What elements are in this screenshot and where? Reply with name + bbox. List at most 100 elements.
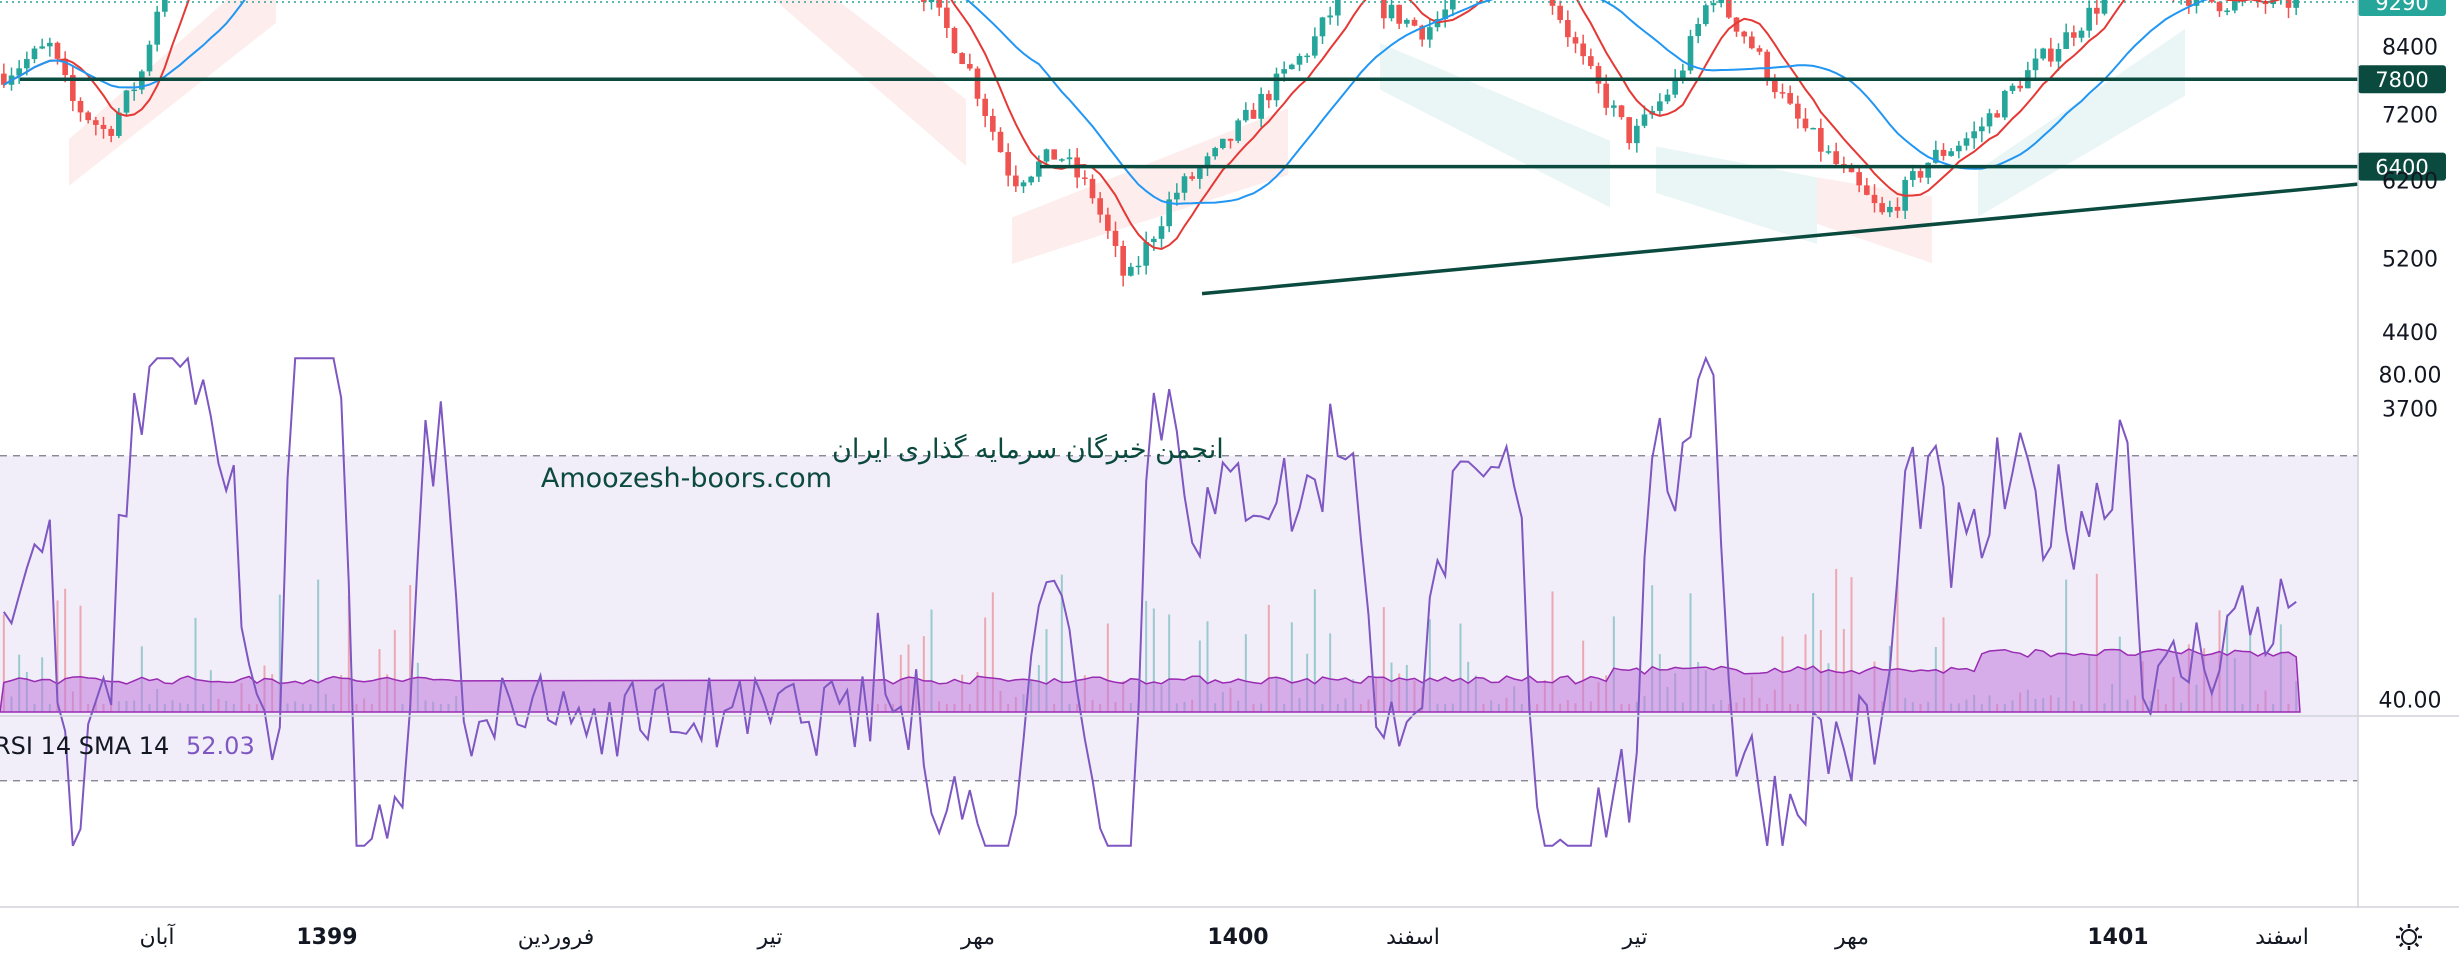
candle-down: [1013, 175, 1019, 187]
candle-up: [1335, 0, 1341, 16]
candle-down: [1580, 43, 1586, 57]
candle-down: [990, 116, 996, 132]
candle-up: [31, 48, 38, 60]
candle-up: [2002, 90, 2008, 118]
candle-up: [1204, 156, 1211, 169]
candle-down: [1833, 151, 1839, 165]
candle-down: [1051, 149, 1057, 160]
candle-down: [1603, 83, 1609, 108]
time-tick-label: 1401: [2087, 925, 2148, 950]
candle-down: [1795, 103, 1801, 119]
ascending-trendline[interactable]: [1201, 182, 2359, 296]
candle-up: [1043, 149, 1050, 162]
candle-down: [1089, 178, 1096, 199]
candle-down: [1779, 92, 1786, 94]
candle-up: [1289, 64, 1295, 70]
candle-up: [1059, 159, 1065, 161]
candle-down: [982, 98, 988, 117]
level-price-tag: [2358, 65, 2446, 94]
ichimoku-cloud: [1656, 146, 1817, 244]
candle-down: [997, 131, 1004, 153]
candle-down: [1112, 230, 1119, 246]
candle-down: [1879, 203, 1885, 213]
candle-down: [1764, 51, 1770, 81]
candle-down: [1097, 198, 1103, 215]
candle-up: [1258, 93, 1264, 119]
candle-down: [85, 112, 91, 121]
candle-down: [1, 73, 7, 85]
candle-down: [1381, 0, 1387, 19]
candle-up: [1158, 226, 1165, 239]
candle-up: [1986, 113, 1993, 127]
candle-down: [1864, 185, 1870, 195]
volume-average-area: [0, 648, 2301, 713]
candle-up: [1971, 131, 1977, 139]
price-tick-label: 4400: [2382, 321, 2438, 346]
gear-icon-ring: [2401, 929, 2417, 945]
candle-down: [1120, 245, 1126, 276]
watermark-line2: Amoozesh-boors.com: [541, 463, 832, 494]
price-tick-label: 5200: [2382, 247, 2438, 272]
candle-up: [1296, 55, 1303, 65]
candle-up: [1687, 36, 1694, 71]
candle-down: [1572, 37, 1579, 44]
candle-down: [1082, 177, 1088, 179]
candle-up: [1641, 114, 1648, 126]
candle-down: [1626, 117, 1632, 144]
price-tick-label: 3700: [2382, 398, 2438, 423]
time-tick-label: فروردین: [518, 925, 595, 950]
candle-up: [1143, 242, 1149, 266]
candle-down: [1871, 194, 1878, 204]
candle-up: [1695, 24, 1701, 37]
candle-up: [1135, 265, 1142, 268]
candle-down: [974, 68, 981, 99]
candle-up: [1066, 157, 1073, 160]
candle-up: [1404, 19, 1410, 24]
candle-down: [100, 124, 107, 129]
candle-up: [1281, 69, 1287, 74]
candle-down: [62, 58, 68, 76]
candle-up: [1243, 109, 1249, 121]
ichimoku-cloud: [774, 0, 966, 166]
candle-up: [1304, 55, 1310, 58]
ichimoku-cloud: [1012, 108, 1288, 264]
rsi-tick-label: 40.00: [2379, 689, 2442, 714]
candle-down: [1549, 0, 1556, 6]
candle-up: [1327, 15, 1333, 18]
candle-up: [2009, 85, 2016, 91]
gear-icon[interactable]: [2396, 924, 2422, 950]
candle-up: [1312, 36, 1318, 56]
level-price-label: 7800: [2375, 68, 2428, 92]
candle-down: [1741, 31, 1747, 37]
time-tick-label: آبان: [139, 923, 175, 950]
candle-up: [1181, 176, 1188, 193]
gear-icon-tooth: [2398, 926, 2404, 932]
candle-up: [1212, 148, 1218, 157]
time-tick-label: اسفند: [1386, 925, 1440, 950]
candle-up: [1020, 182, 1027, 187]
candle-up: [1450, 0, 1456, 10]
ichimoku-cloud: [1380, 43, 1610, 208]
candle-down: [2285, 0, 2292, 8]
candle-up: [1664, 94, 1671, 102]
candle-up: [24, 59, 30, 69]
price-tick-label: 8400: [2382, 35, 2438, 60]
candle-down: [1105, 214, 1111, 231]
candle-up: [1680, 70, 1686, 78]
candle-down: [1749, 36, 1755, 49]
candle-up: [1963, 138, 1970, 146]
candle-up: [1810, 127, 1816, 130]
candle-up: [1933, 149, 1939, 163]
time-tick-label: مهر: [960, 925, 995, 950]
candle-up: [116, 112, 122, 136]
candle-down: [1189, 176, 1195, 179]
candle-up: [1273, 73, 1280, 101]
gear-icon-tooth: [2414, 926, 2420, 932]
candle-up: [2063, 32, 2069, 49]
candle-up: [1388, 4, 1395, 19]
candle-down: [2017, 85, 2023, 89]
candle-down: [1005, 152, 1011, 176]
candle-down: [1856, 172, 1862, 186]
time-tick-label: 1400: [1207, 925, 1268, 950]
